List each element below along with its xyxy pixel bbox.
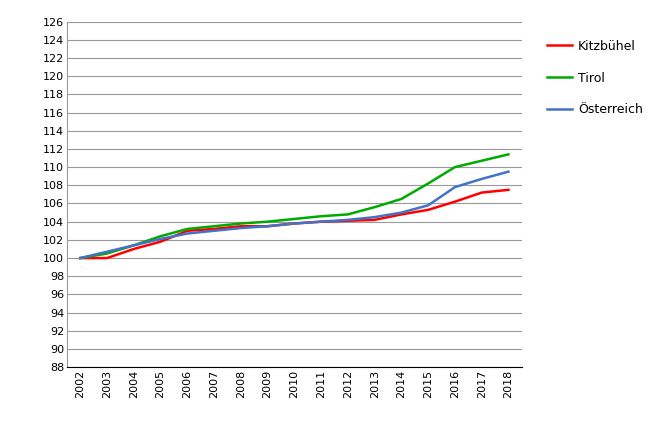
Kitzbühel [504, 187, 512, 192]
Kitzbühel [157, 239, 165, 244]
Österreich [264, 224, 272, 229]
Tirol [478, 158, 486, 163]
Kitzbühel [130, 246, 138, 251]
Tirol [237, 221, 245, 226]
Österreich [130, 243, 138, 248]
Line: Kitzbühel: Kitzbühel [80, 190, 508, 258]
Kitzbühel [76, 255, 84, 260]
Österreich [344, 217, 352, 222]
Tirol [183, 226, 191, 232]
Tirol [157, 234, 165, 239]
Österreich [451, 184, 459, 190]
Kitzbühel [290, 221, 298, 226]
Kitzbühel [264, 224, 272, 229]
Kitzbühel [237, 224, 245, 229]
Kitzbühel [478, 190, 486, 195]
Kitzbühel [344, 218, 352, 223]
Österreich [157, 236, 165, 241]
Kitzbühel [103, 255, 111, 260]
Tirol [103, 251, 111, 256]
Kitzbühel [371, 217, 379, 222]
Kitzbühel [424, 207, 432, 213]
Tirol [371, 204, 379, 210]
Tirol [344, 212, 352, 217]
Tirol [451, 165, 459, 170]
Österreich [504, 169, 512, 174]
Tirol [504, 152, 512, 157]
Line: Österreich: Österreich [80, 172, 508, 258]
Österreich [210, 228, 218, 233]
Österreich [397, 210, 405, 215]
Kitzbühel [317, 219, 325, 224]
Legend: Kitzbühel, Tirol, Österreich: Kitzbühel, Tirol, Österreich [542, 35, 648, 121]
Kitzbühel [451, 199, 459, 204]
Österreich [237, 226, 245, 231]
Tirol [130, 243, 138, 248]
Österreich [103, 249, 111, 254]
Tirol [317, 214, 325, 219]
Tirol [397, 197, 405, 202]
Line: Tirol: Tirol [80, 154, 508, 258]
Österreich [317, 219, 325, 224]
Österreich [478, 176, 486, 181]
Kitzbühel [183, 228, 191, 233]
Kitzbühel [210, 226, 218, 232]
Österreich [183, 231, 191, 236]
Österreich [424, 203, 432, 208]
Tirol [76, 255, 84, 260]
Tirol [210, 224, 218, 229]
Tirol [424, 181, 432, 186]
Kitzbühel [397, 212, 405, 217]
Tirol [290, 216, 298, 222]
Österreich [76, 255, 84, 260]
Österreich [371, 215, 379, 220]
Tirol [264, 219, 272, 224]
Österreich [290, 221, 298, 226]
